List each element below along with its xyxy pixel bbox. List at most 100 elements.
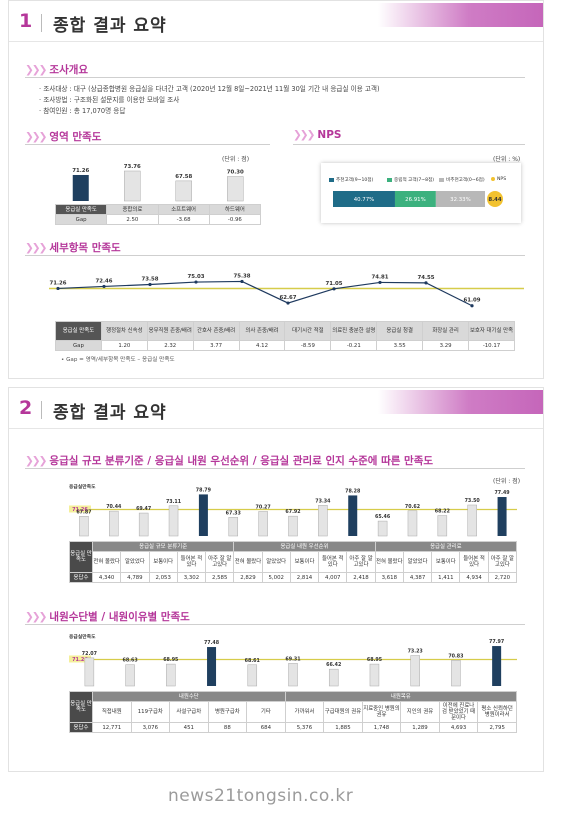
visit-bar-6 (328, 668, 339, 687)
detail-head-8: 화장실 관리 (422, 321, 470, 341)
nps-bar-label-1: 26.91% (405, 197, 426, 203)
awareness-bar-label-13: 73.50 (465, 498, 481, 504)
detail-gap-label: Gap (55, 340, 102, 351)
detail-point-3 (194, 280, 198, 284)
area-head-3: 하드웨어 (208, 204, 262, 215)
area-bar-0 (72, 174, 89, 201)
detail-point-label-3: 75.03 (187, 274, 204, 280)
detail-head-7: 응급실 청결 (376, 321, 424, 341)
detail-point-0 (56, 286, 60, 291)
awareness-group-1: 응급실 내원 우선순위 (233, 541, 376, 552)
detail-head-9: 보호자 대기실 만족 (468, 321, 515, 341)
detail-series-line (57, 280, 473, 307)
detail-head-1: 행정절차 신속성 (100, 321, 148, 341)
detail-gap-3: 4.12 (238, 340, 286, 351)
visit-sub-4: 기타 (246, 701, 286, 723)
area-bar-1 (124, 170, 141, 202)
awareness-group-0: 응급실 규모 분류기준 (91, 541, 235, 552)
visit-count-0: 12,771 (92, 722, 132, 733)
detail-point-label-6: 71.05 (325, 281, 342, 287)
visit-ref-value: 71.26 (72, 657, 88, 663)
visit-count-1: 3,076 (130, 722, 171, 733)
visit-bar-label-7: 68.95 (367, 657, 382, 663)
area-bar-label-0: 71.26 (72, 168, 89, 174)
area-head-1: 종합의료 (106, 204, 159, 215)
awareness-sub-14: 아주 잘 알고있다 (487, 551, 518, 573)
awareness-count-8: 4,007 (318, 572, 348, 583)
visit-bar-9 (451, 660, 461, 687)
detail-gap-5: -0.21 (330, 340, 378, 351)
detail-point-1 (102, 284, 106, 289)
visit-bar-label-10: 77.97 (489, 639, 504, 645)
visit-count-5: 5,376 (284, 722, 325, 733)
awareness-sub-5: 전혀 몰랐다 (233, 551, 263, 573)
section-visit: ❯❯❯ 내원수단별 / 내원이유별 만족도 (25, 611, 190, 623)
awareness-ref-label: 응급실만족도 (69, 484, 96, 490)
detail-point-label-4: 75.38 (233, 273, 250, 279)
slide-number: 1 (19, 10, 33, 32)
detail-point-2 (148, 282, 152, 287)
awareness-count-3: 3,302 (176, 572, 207, 583)
awareness-bar-0 (79, 516, 89, 537)
visit-bar-label-2: 68.95 (163, 657, 178, 663)
awareness-sub-10: 전혀 몰랐다 (374, 551, 404, 573)
watermark: news21tongsin.co.kr (168, 786, 354, 806)
detail-head-4: 의사 존중/배려 (238, 321, 286, 341)
visit-group-0: 내원수단 (92, 691, 286, 702)
detail-point-7 (378, 280, 382, 285)
visit-bar-1 (125, 664, 135, 687)
visit-bar-label-8: 73.23 (408, 649, 423, 655)
visit-sub-0: 직접내원 (92, 701, 132, 723)
awareness-sub-1: 알았었다 (120, 551, 150, 573)
awareness-bar-11 (407, 510, 418, 537)
detail-point-label-8: 74.55 (417, 275, 434, 281)
visit-sub-3: 병원구급차 (207, 701, 248, 723)
visit-bar-label-0: 72.07 (82, 651, 97, 657)
area-table: 응급실 만족도 종합의료 소프트웨어 하드웨어 Gap 2.50 -3.68 -… (54, 204, 262, 225)
area-gap-label: Gap (54, 214, 108, 225)
awareness-bar-label-0: 67.87 (76, 509, 91, 515)
slide-header: 2 종합 결과 요약 (9, 388, 543, 438)
nps-legend-promoter: 추천고객(9~10점) (329, 177, 373, 183)
survey-line-2: · 조사방법 : 구조화된 설문지를 이용한 모바일 조사 (39, 96, 180, 104)
detail-head-2: 응무직원 존중/배려 (146, 321, 194, 341)
area-bar-label-2: 67.58 (175, 174, 192, 180)
visit-sub-7: 지료중인 병원의 권유 (361, 701, 402, 723)
detail-gap-1: 2.32 (146, 340, 194, 351)
visit-bar-label-4: 68.61 (245, 658, 260, 664)
awareness-count-12: 1,411 (431, 572, 461, 583)
awareness-count-11: 4,387 (402, 572, 433, 583)
awareness-sub-0: 전혀 몰랐다 (91, 551, 122, 573)
visit-bar-10 (492, 646, 502, 686)
awareness-table: 응급실 만족도 응급실 규모 분류기준 응급실 내원 우선순위 응급실 관리료 전혀 몰… (69, 541, 518, 583)
awareness-bar-label-14: 77.49 (494, 490, 510, 496)
awareness-count-0: 4,340 (91, 572, 122, 583)
nps-bar-1 (394, 191, 436, 207)
visit-count-6: 1,885 (323, 722, 363, 733)
visit-bar-label-3: 77.48 (204, 640, 220, 646)
awareness-sub-3: 들어본 적 있다 (176, 551, 207, 573)
awareness-sub-4: 아주 잘 알고있다 (205, 551, 235, 573)
awareness-count-5: 2,829 (233, 572, 263, 583)
nps-bar-label-2: 32.33% (450, 197, 471, 203)
area-bar-3 (227, 176, 244, 202)
slide-2: 2 종합 결과 요약 ❯❯❯ 응급실 규모 분류기준 / 응급실 내원 우선순위 … (8, 387, 544, 772)
detail-gap-0: 1.20 (100, 340, 148, 351)
visit-count-2: 451 (169, 722, 209, 733)
section-area: ❯❯❯ 영역 만족도 (25, 131, 102, 143)
detail-head-6: 의료진 충분한 설명 (330, 321, 378, 341)
detail-gap-7: 3.29 (422, 340, 470, 351)
awareness-sub-13: 들어본 적 있다 (459, 551, 489, 573)
slide-number: 2 (19, 397, 33, 419)
awareness-bar-1 (109, 510, 119, 537)
awareness-sub-11: 알았었다 (402, 551, 433, 573)
awareness-bar-7 (288, 515, 298, 537)
visit-left-label: 응급실 만족도 (69, 691, 93, 723)
visit-n-label: 응답수 (69, 722, 93, 733)
visit-sub-10: 평소 신뢰하던 병원이라서 (477, 701, 517, 723)
awareness-sub-6: 알았었다 (261, 551, 291, 573)
header-band (378, 3, 543, 27)
awareness-bar-label-12: 68.22 (435, 509, 450, 515)
awareness-sub-9: 아주 잘 알고있다 (346, 551, 376, 573)
